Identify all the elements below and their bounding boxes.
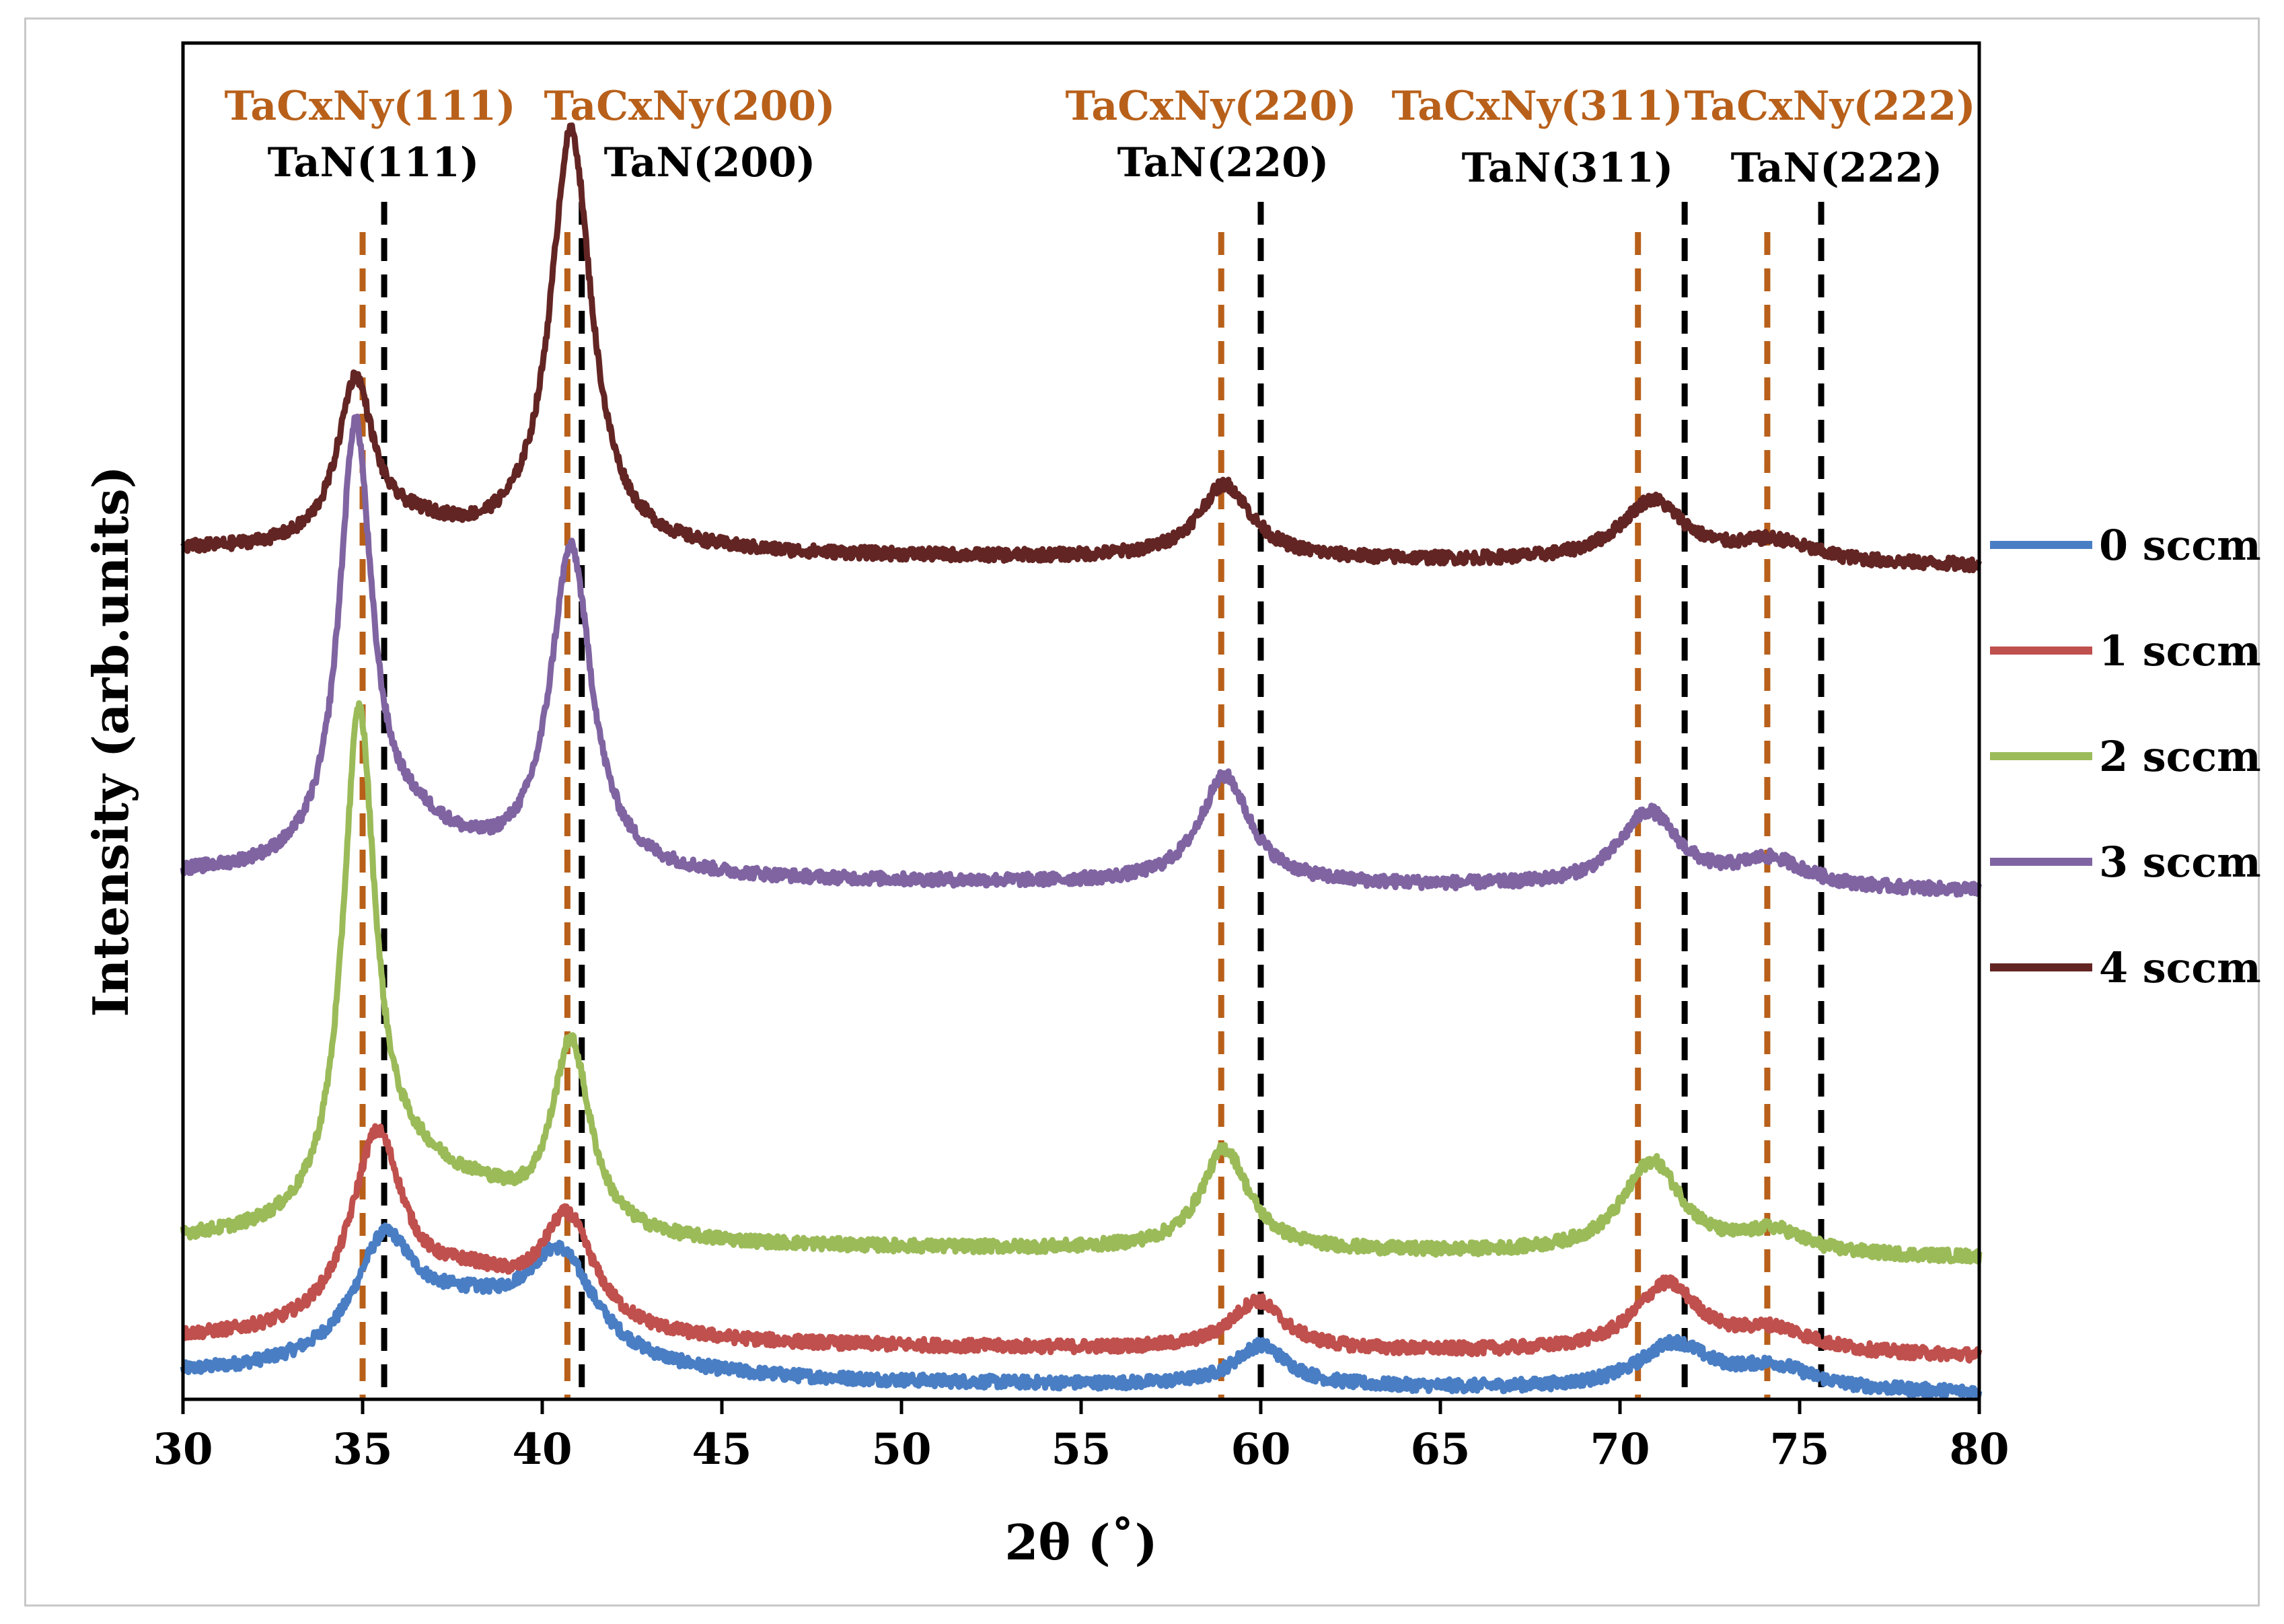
x-axis-ticks: 30 35 40 45 50 55 60 65 70 75 80: [153, 1399, 2010, 1475]
reference-label-tacxny220: TaCxNy(220): [1065, 83, 1356, 130]
x-tick-label: 40: [512, 1424, 572, 1475]
x-tick-label: 80: [1949, 1424, 2009, 1475]
x-tick-label: 50: [871, 1424, 931, 1475]
x-tick-label: 70: [1590, 1424, 1650, 1475]
series-line-4-sccm: [180, 122, 1983, 574]
reference-labels: TaCxNy(111) TaCxNy(200) TaCxNy(220) TaCxNy(…: [224, 83, 1975, 192]
reference-label-tacxny311: TaCxNy(311): [1391, 83, 1683, 130]
reference-label-tacxny111: TaCxNy(111): [224, 83, 515, 130]
x-tick-label: 75: [1769, 1424, 1829, 1475]
x-tick-label: 35: [332, 1424, 392, 1475]
series-line-0-sccm: [180, 1222, 1983, 1401]
reference-label-tan111: TaN(111): [268, 139, 480, 186]
reference-label-tan311: TaN(311): [1462, 145, 1674, 192]
legend-label-3-sccm: 3 sccm: [2099, 838, 2261, 887]
reference-lines: [359, 202, 1825, 1399]
x-tick-label: 65: [1410, 1424, 1470, 1475]
x-tick-label: 30: [153, 1424, 213, 1475]
legend-label-0-sccm: 0 sccm: [2099, 521, 2261, 570]
x-tick-label: 55: [1051, 1424, 1111, 1475]
x-axis-label: 2θ (˚): [1004, 1514, 1157, 1571]
reference-label-tacxny200: TaCxNy(200): [544, 83, 835, 130]
series-line-2-sccm: [180, 700, 1983, 1265]
legend-label-4-sccm: 4 sccm: [2099, 943, 2261, 992]
x-tick-label: 60: [1230, 1424, 1290, 1475]
reference-label-tan200: TaN(200): [604, 139, 816, 186]
series-line-3-sccm: [180, 413, 1983, 898]
y-axis-label: Intensity (arb.units): [82, 466, 139, 1017]
legend-label-1-sccm: 1 sccm: [2099, 626, 2261, 675]
series-group: [180, 122, 1983, 1401]
x-tick-label: 45: [692, 1424, 751, 1475]
legend: 0 sccm 1 sccm 2 sccm 3 sccm 4 sccm: [1990, 521, 2261, 992]
series-line-1-sccm: [180, 1123, 1983, 1364]
reference-label-tacxny222: TaCxNy(222): [1684, 83, 1975, 130]
plot-area-border: [181, 41, 1981, 1401]
reference-label-tan220: TaN(220): [1117, 139, 1329, 186]
legend-label-2-sccm: 2 sccm: [2099, 732, 2261, 781]
reference-label-tan222: TaN(222): [1731, 145, 1943, 192]
